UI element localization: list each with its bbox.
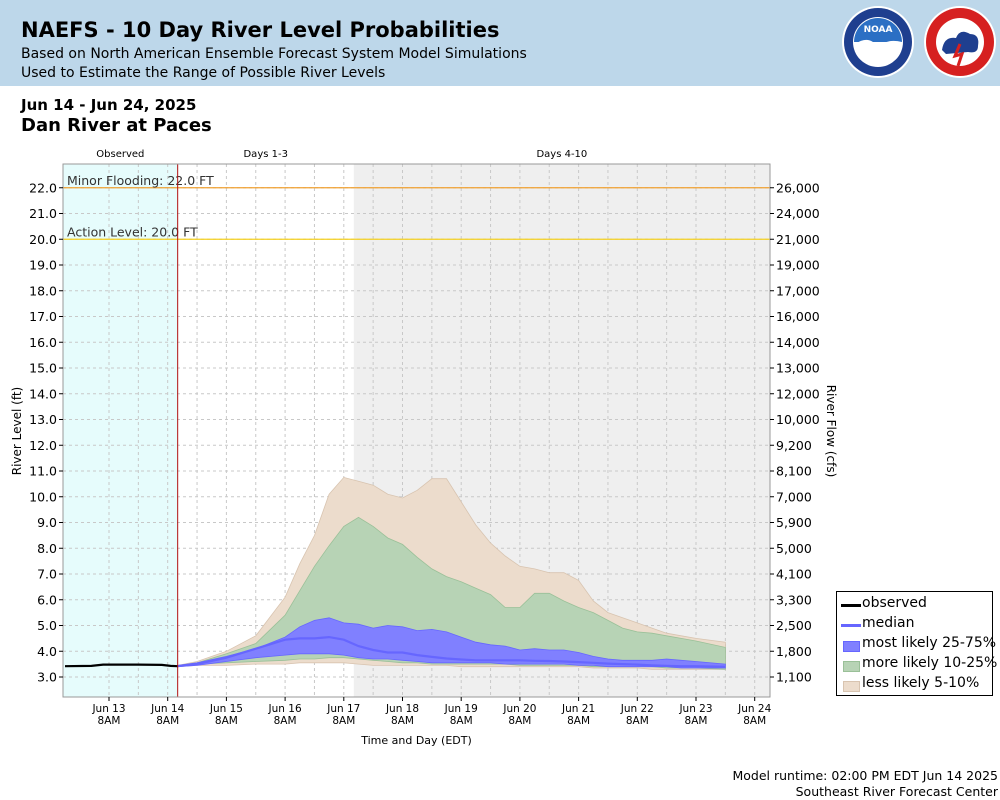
x-tick-time-label: 8AM [450,715,473,727]
y-tick-label: 14.0 [29,386,57,401]
x-tick-label: Jun 17 [326,703,360,715]
y2-tick-label: 2,500 [776,618,812,633]
x-tick-label: Jun 14 [150,703,184,715]
forecast-center: Southeast River Forecast Center [796,784,998,799]
y-tick-label: 5.0 [37,618,57,633]
chart-legend: observed median most likely 25-75% more … [836,591,993,696]
y-tick-label: 22.0 [29,180,57,195]
y-tick-label: 15.0 [29,361,57,376]
model-runtime: Model runtime: 02:00 PM EDT Jun 14 2025 [732,768,998,783]
y2-tick-label: 24,000 [776,206,820,221]
y-tick-label: 3.0 [37,670,57,685]
y-tick-label: 19.0 [29,258,57,273]
y-tick-label: 7.0 [37,567,57,582]
x-tick-label: Jun 21 [561,703,595,715]
legend-less-likely-label: less likely 5-10% [862,675,979,691]
y2-tick-label: 26,000 [776,180,820,195]
x-tick-label: Jun 15 [209,703,243,715]
period-label-days-1-3: Days 1-3 [243,149,287,160]
y2-tick-label: 12,000 [776,386,820,401]
y2-tick-label: 3,300 [776,592,812,607]
x-tick-time-label: 8AM [567,715,590,727]
legend-observed-label: observed [862,595,927,611]
y2-tick-label: 17,000 [776,283,820,298]
y-tick-label: 16.0 [29,335,57,350]
y-tick-label: 8.0 [37,541,57,556]
y2-tick-label: 16,000 [776,309,820,324]
x-tick-label: Jun 13 [91,703,125,715]
x-tick-time-label: 8AM [391,715,414,727]
x-axis-title: Time and Day (EDT) [360,734,472,747]
y-tick-label: 17.0 [29,309,57,324]
y2-tick-label: 1,100 [776,670,812,685]
threshold-label: Minor Flooding: 22.0 FT [67,173,214,188]
y-tick-label: 6.0 [37,592,57,607]
y2-tick-label: 7,000 [776,489,812,504]
x-tick-time-label: 8AM [508,715,531,727]
x-tick-label: Jun 22 [620,703,654,715]
legend-most-likely-label: most likely 25-75% [862,635,996,651]
y2-tick-label: 4,100 [776,567,812,582]
x-tick-time-label: 8AM [332,715,355,727]
y-tick-label: 9.0 [37,515,57,530]
y2-tick-label: 21,000 [776,232,820,247]
y2-tick-label: 5,900 [776,515,812,530]
x-tick-label: Jun 20 [502,703,536,715]
y-tick-label: 4.0 [37,644,57,659]
y2-tick-label: 13,000 [776,361,820,376]
y2-tick-label: 10,000 [776,412,820,427]
y-tick-label: 13.0 [29,412,57,427]
y-tick-label: 11.0 [29,464,57,479]
y2-axis-title: River Flow (cfs) [824,385,838,478]
y-tick-label: 20.0 [29,232,57,247]
x-tick-time-label: 8AM [215,715,238,727]
y2-tick-label: 14,000 [776,335,820,350]
y-tick-label: 12.0 [29,438,57,453]
y-tick-label: 21.0 [29,206,57,221]
y2-tick-label: 19,000 [776,258,820,273]
y2-tick-label: 1,800 [776,644,812,659]
y-tick-label: 18.0 [29,283,57,298]
x-tick-time-label: 8AM [98,715,121,727]
legend-median-label: median [862,615,914,631]
y-tick-label: 10.0 [29,489,57,504]
threshold-label: Action Level: 20.0 FT [67,224,198,239]
period-label-observed: Observed [96,149,144,160]
x-tick-time-label: 8AM [685,715,708,727]
x-tick-time-label: 8AM [626,715,649,727]
x-tick-time-label: 8AM [274,715,297,727]
x-tick-label: Jun 24 [737,703,771,715]
y2-tick-label: 9,200 [776,438,812,453]
x-tick-time-label: 8AM [156,715,179,727]
y2-tick-label: 5,000 [776,541,812,556]
x-tick-label: Jun 19 [444,703,478,715]
y-axis-title: River Level (ft) [10,387,24,475]
x-tick-time-label: 8AM [743,715,766,727]
observed-period-shade [63,164,178,697]
x-tick-label: Jun 18 [385,703,419,715]
y2-tick-label: 8,100 [776,464,812,479]
period-label-days-4-10: Days 4-10 [536,149,587,160]
legend-more-likely-label: more likely 10-25% [862,655,997,671]
x-tick-label: Jun 16 [268,703,302,715]
x-tick-label: Jun 23 [678,703,712,715]
